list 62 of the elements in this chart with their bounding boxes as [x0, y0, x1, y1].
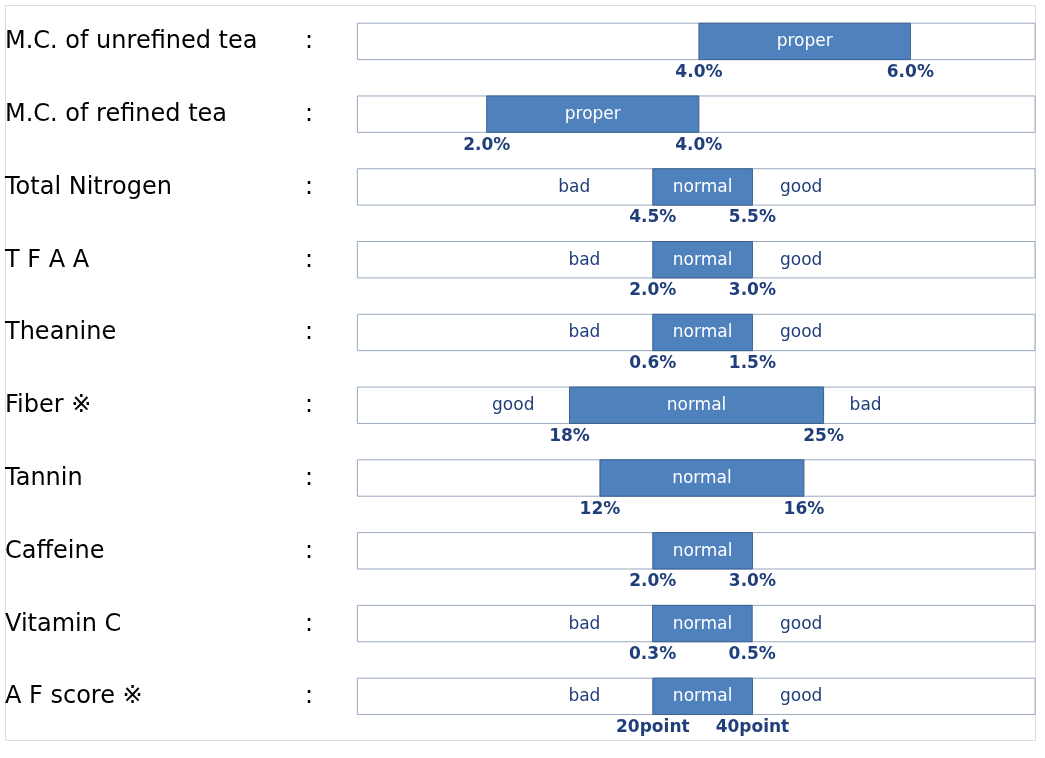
data-label: 2.0%: [629, 570, 677, 591]
data-label: 3.0%: [728, 279, 776, 300]
category-label: Fiber ※: [5, 390, 92, 419]
data-label: 1.5%: [728, 352, 776, 373]
text: :: [305, 390, 314, 419]
category-label: Vitamin C: [5, 608, 122, 637]
text: normal: [672, 321, 733, 342]
text: bad: [568, 248, 601, 269]
text: good: [492, 394, 535, 415]
category-label: Caffeine: [5, 535, 105, 564]
text: :: [305, 244, 314, 273]
data-label: 2.0%: [463, 133, 511, 154]
text: good: [780, 321, 823, 342]
text: proper: [776, 30, 833, 51]
text: bad: [849, 394, 882, 415]
text: normal: [672, 467, 732, 488]
data-label: 0.3%: [629, 643, 677, 664]
text: :: [305, 317, 314, 346]
text: proper: [564, 103, 621, 124]
text: good: [780, 248, 823, 269]
text: normal: [666, 394, 727, 415]
category-label: A F score ※: [5, 681, 143, 710]
text: bad: [568, 612, 601, 633]
text: good: [780, 175, 823, 196]
data-label: 16%: [783, 497, 825, 518]
text: :: [305, 535, 314, 564]
data-label: 0.6%: [629, 352, 677, 373]
data-label: 2.0%: [629, 279, 677, 300]
category-label: T F A A: [4, 244, 90, 273]
data-label: 6.0%: [886, 60, 934, 81]
text: :: [305, 171, 314, 200]
data-label: 12%: [579, 497, 621, 518]
data-label: 40point: [715, 715, 790, 736]
text: :: [305, 26, 314, 55]
data-label: 5.5%: [728, 206, 776, 227]
data-label: 4.0%: [675, 133, 723, 154]
text: normal: [672, 612, 733, 633]
text: bad: [568, 321, 601, 342]
category-label: Theanine: [4, 317, 117, 346]
text: bad: [568, 685, 601, 706]
text: good: [780, 612, 823, 633]
data-label: 4.0%: [675, 60, 723, 81]
text: normal: [672, 539, 733, 560]
text: :: [305, 681, 314, 710]
text: normal: [672, 685, 733, 706]
data-label: 4.5%: [629, 206, 677, 227]
category-label: M.C. of refined tea: [5, 99, 228, 128]
text: normal: [672, 175, 733, 196]
text: :: [305, 99, 314, 128]
text: :: [305, 463, 314, 492]
data-label: 20point: [616, 715, 690, 736]
category-label: M.C. of unrefined tea: [5, 26, 258, 55]
text: :: [305, 608, 314, 637]
category-label: Tannin: [4, 463, 83, 492]
data-label: 0.5%: [728, 643, 776, 664]
text: normal: [672, 248, 733, 269]
text: bad: [558, 175, 591, 196]
data-label: 18%: [549, 424, 590, 445]
data-label: 3.0%: [728, 570, 776, 591]
text: good: [780, 685, 823, 706]
category-label: Total Nitrogen: [4, 171, 172, 200]
data-label: 25%: [803, 424, 844, 445]
